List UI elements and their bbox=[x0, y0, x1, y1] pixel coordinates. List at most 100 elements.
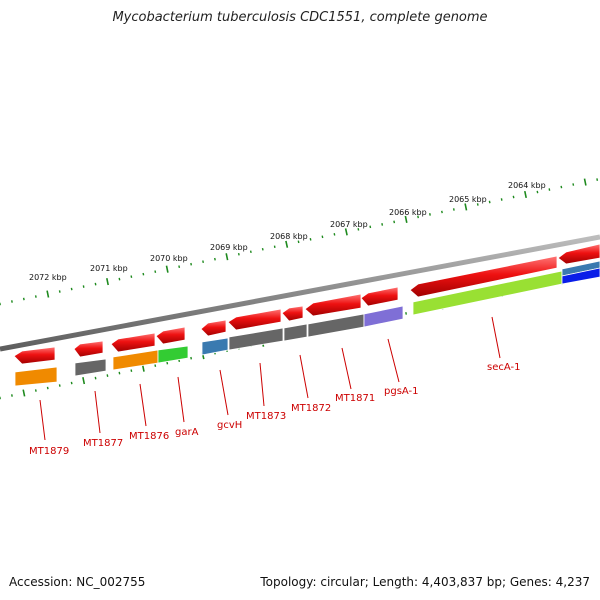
leader-line-mt1872 bbox=[299, 354, 309, 399]
ruler-major-tick bbox=[141, 364, 145, 372]
ruler-minor-tick bbox=[596, 178, 599, 181]
gene-arrow-gcvh[interactable] bbox=[200, 319, 227, 337]
gene-label-gara[interactable]: garA bbox=[175, 427, 199, 438]
ruler-minor-tick bbox=[417, 215, 419, 219]
ruler-minor-tick bbox=[405, 312, 407, 315]
ruler-minor-tick bbox=[22, 297, 25, 301]
cog-bar-mt1872 bbox=[283, 323, 308, 342]
cog-bar-mt1873 bbox=[228, 327, 284, 351]
ruler-minor-tick bbox=[70, 381, 73, 385]
kbp-tick-label: 2067 kbp bbox=[330, 220, 368, 229]
ruler-major-tick bbox=[344, 228, 348, 236]
kbp-tick-label: 2069 kbp bbox=[210, 243, 248, 252]
cog-bar-next-upper bbox=[561, 260, 600, 277]
ruler-minor-tick bbox=[214, 257, 216, 261]
gene-label-leaders bbox=[39, 316, 501, 441]
ruler-minor-tick bbox=[94, 282, 97, 286]
ruler-minor-tick bbox=[11, 394, 13, 397]
ruler-minor-tick bbox=[536, 190, 539, 194]
kbp-tick-label: 2072 kbp bbox=[29, 273, 67, 282]
gene-label-mt1871[interactable]: MT1871 bbox=[335, 393, 375, 404]
cog-bar-gara bbox=[157, 345, 189, 364]
topology-text: Topology: circular; Length: 4,403,837 bp… bbox=[260, 575, 590, 589]
gene-arrow-mt1877[interactable] bbox=[73, 340, 104, 358]
ruler-minor-tick bbox=[321, 235, 324, 239]
ruler-major-tick bbox=[524, 190, 527, 199]
ruler-minor-tick bbox=[572, 183, 575, 186]
ruler-minor-tick bbox=[154, 270, 157, 273]
leader-line-mt1877 bbox=[94, 390, 101, 434]
ruler-minor-tick bbox=[333, 233, 336, 236]
ruler-major-tick bbox=[106, 278, 109, 286]
ruler-minor-tick bbox=[560, 185, 563, 189]
ruler-minor-tick bbox=[441, 210, 443, 214]
gene-arrow-mt1879[interactable] bbox=[13, 346, 56, 365]
ruler-major-tick bbox=[22, 389, 26, 397]
ruler-minor-tick bbox=[106, 374, 109, 377]
ruler-minor-tick bbox=[34, 295, 37, 298]
gene-label-mt1872[interactable]: MT1872 bbox=[291, 403, 331, 414]
cog-category-bars bbox=[14, 260, 600, 387]
kbp-tick-label: 2066 kbp bbox=[389, 208, 427, 217]
ruler-major-tick bbox=[285, 240, 289, 248]
ruler-minor-tick bbox=[261, 247, 264, 251]
ruler-minor-tick bbox=[249, 250, 252, 254]
ruler-minor-tick bbox=[381, 223, 384, 226]
leader-line-mt1879 bbox=[39, 399, 46, 441]
kbp-tick-label: 2070 kbp bbox=[150, 254, 188, 263]
ruler-minor-tick bbox=[178, 265, 181, 269]
ruler-major-tick bbox=[225, 253, 229, 261]
ruler-minor-tick bbox=[142, 272, 145, 276]
gene-arrow-pgsa-1[interactable] bbox=[360, 286, 399, 307]
kbp-tick-label: 2065 kbp bbox=[449, 195, 487, 204]
gene-arrow-mt1876[interactable] bbox=[110, 332, 156, 353]
gene-label-gcvh[interactable]: gcvH bbox=[217, 420, 242, 431]
cog-bar-mt1871 bbox=[307, 313, 365, 338]
gene-label-pgsa-1[interactable]: pgsA-1 bbox=[384, 386, 419, 397]
gene-label-mt1877[interactable]: MT1877 bbox=[83, 438, 123, 449]
genome-backbone bbox=[0, 234, 600, 352]
ruler-major-tick bbox=[464, 203, 468, 211]
ruler-minor-tick bbox=[34, 389, 37, 392]
ruler-minor-tick bbox=[202, 260, 204, 264]
gene-labels: MT1879 MT1877 MT1876 garA gcvH MT1873 MT… bbox=[29, 362, 520, 457]
ruler-minor-tick bbox=[476, 203, 479, 206]
ruler-minor-tick bbox=[237, 252, 240, 256]
gene-label-seca-1[interactable]: secA-1 bbox=[487, 362, 520, 373]
ruler-minor-tick bbox=[118, 371, 121, 375]
ruler-minor-tick bbox=[58, 290, 61, 293]
cog-bar-mt1877 bbox=[74, 358, 107, 377]
leader-line-gara bbox=[177, 376, 185, 423]
ruler-major-tick bbox=[82, 377, 86, 385]
kbp-tick-label: 2068 kbp bbox=[270, 232, 308, 241]
gene-arrow-next[interactable] bbox=[557, 243, 600, 265]
leader-line-mt1873 bbox=[259, 362, 265, 407]
leader-line-seca-1 bbox=[491, 316, 501, 359]
gene-label-mt1879[interactable]: MT1879 bbox=[29, 446, 69, 457]
ruler-minor-tick bbox=[500, 198, 503, 201]
ruler-minor-tick bbox=[297, 240, 300, 244]
kbp-tick-label: 2071 kbp bbox=[90, 264, 128, 273]
gene-label-mt1873[interactable]: MT1873 bbox=[246, 411, 286, 422]
gene-arrow-mt1872[interactable] bbox=[281, 305, 304, 322]
ruler-major-tick bbox=[165, 265, 169, 273]
ruler-minor-tick bbox=[11, 300, 13, 303]
gene-arrow-mt1871[interactable] bbox=[304, 293, 362, 317]
gene-arrow-seca-1[interactable] bbox=[409, 255, 558, 298]
ruler-minor-tick bbox=[166, 361, 169, 365]
gene-arrow-gara[interactable] bbox=[155, 326, 186, 345]
cog-bar-gcvh bbox=[201, 337, 229, 356]
ruler-minor-tick bbox=[70, 287, 73, 291]
gene-label-mt1876[interactable]: MT1876 bbox=[129, 431, 169, 442]
ruler-minor-tick bbox=[118, 277, 121, 281]
ruler-minor-tick bbox=[369, 225, 372, 229]
gene-arrow-mt1873[interactable] bbox=[227, 308, 282, 331]
map-title: Mycobacterium tuberculosis CDC1551, comp… bbox=[112, 10, 488, 25]
leader-line-gcvh bbox=[219, 369, 229, 416]
cog-bar-mt1876 bbox=[112, 349, 159, 371]
cog-bar-next-lower bbox=[561, 267, 600, 285]
cog-bar-pgsa-1 bbox=[363, 305, 404, 328]
ruler-major-tick bbox=[46, 290, 50, 298]
